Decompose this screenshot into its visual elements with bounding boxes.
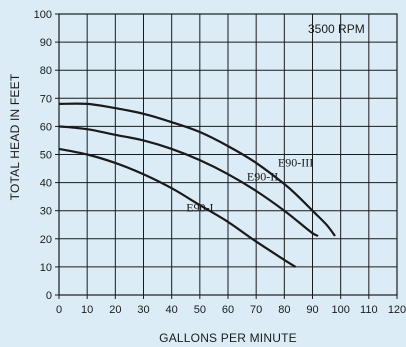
y-tick-label: 0 — [46, 290, 52, 302]
curve-e90-iii — [58, 102, 336, 237]
y-tick-label: 60 — [40, 121, 52, 133]
x-tick-label: 20 — [109, 304, 121, 316]
x-tick-labels: 0 10 20 30 40 50 60 70 80 90 100 110 120 — [56, 304, 406, 316]
x-tick-label: 90 — [306, 304, 318, 316]
x-tick-label: 110 — [360, 304, 378, 316]
x-tick-label: 70 — [250, 304, 262, 316]
x-tick-label: 50 — [194, 304, 206, 316]
y-tick-label: 40 — [40, 178, 52, 190]
grid — [55, 13, 398, 299]
x-tick-label: 100 — [331, 304, 349, 316]
curve-label-e90-i: E90-I — [186, 201, 213, 215]
x-tick-label: 80 — [278, 304, 290, 316]
x-axis-title: GALLONS PER MINUTE — [159, 331, 297, 345]
y-tick-label: 70 — [40, 93, 52, 105]
x-tick-label: 40 — [166, 304, 178, 316]
x-tick-label: 120 — [388, 304, 406, 316]
x-tick-label: 30 — [137, 304, 149, 316]
x-tick-label: 0 — [56, 304, 62, 316]
x-tick-label: 10 — [81, 304, 93, 316]
curve-e90-ii — [58, 125, 319, 237]
y-tick-label: 100 — [34, 9, 52, 21]
y-tick-label: 30 — [40, 206, 52, 218]
curve-e90-i — [58, 147, 297, 268]
y-tick-label: 90 — [40, 37, 52, 49]
plot-border — [58, 13, 398, 296]
rpm-annotation: 3500 RPM — [308, 22, 365, 36]
y-tick-label: 20 — [40, 234, 52, 246]
y-tick-labels: 0 10 20 30 40 50 60 70 80 90 100 — [34, 9, 52, 302]
y-tick-label: 10 — [40, 262, 52, 274]
curve-label-e90-iii: E90-III — [278, 156, 313, 170]
x-tick-label: 60 — [222, 304, 234, 316]
y-tick-label: 50 — [40, 150, 52, 162]
y-axis-title: TOTAL HEAD IN FEET — [8, 73, 22, 200]
y-tick-label: 80 — [40, 65, 52, 77]
